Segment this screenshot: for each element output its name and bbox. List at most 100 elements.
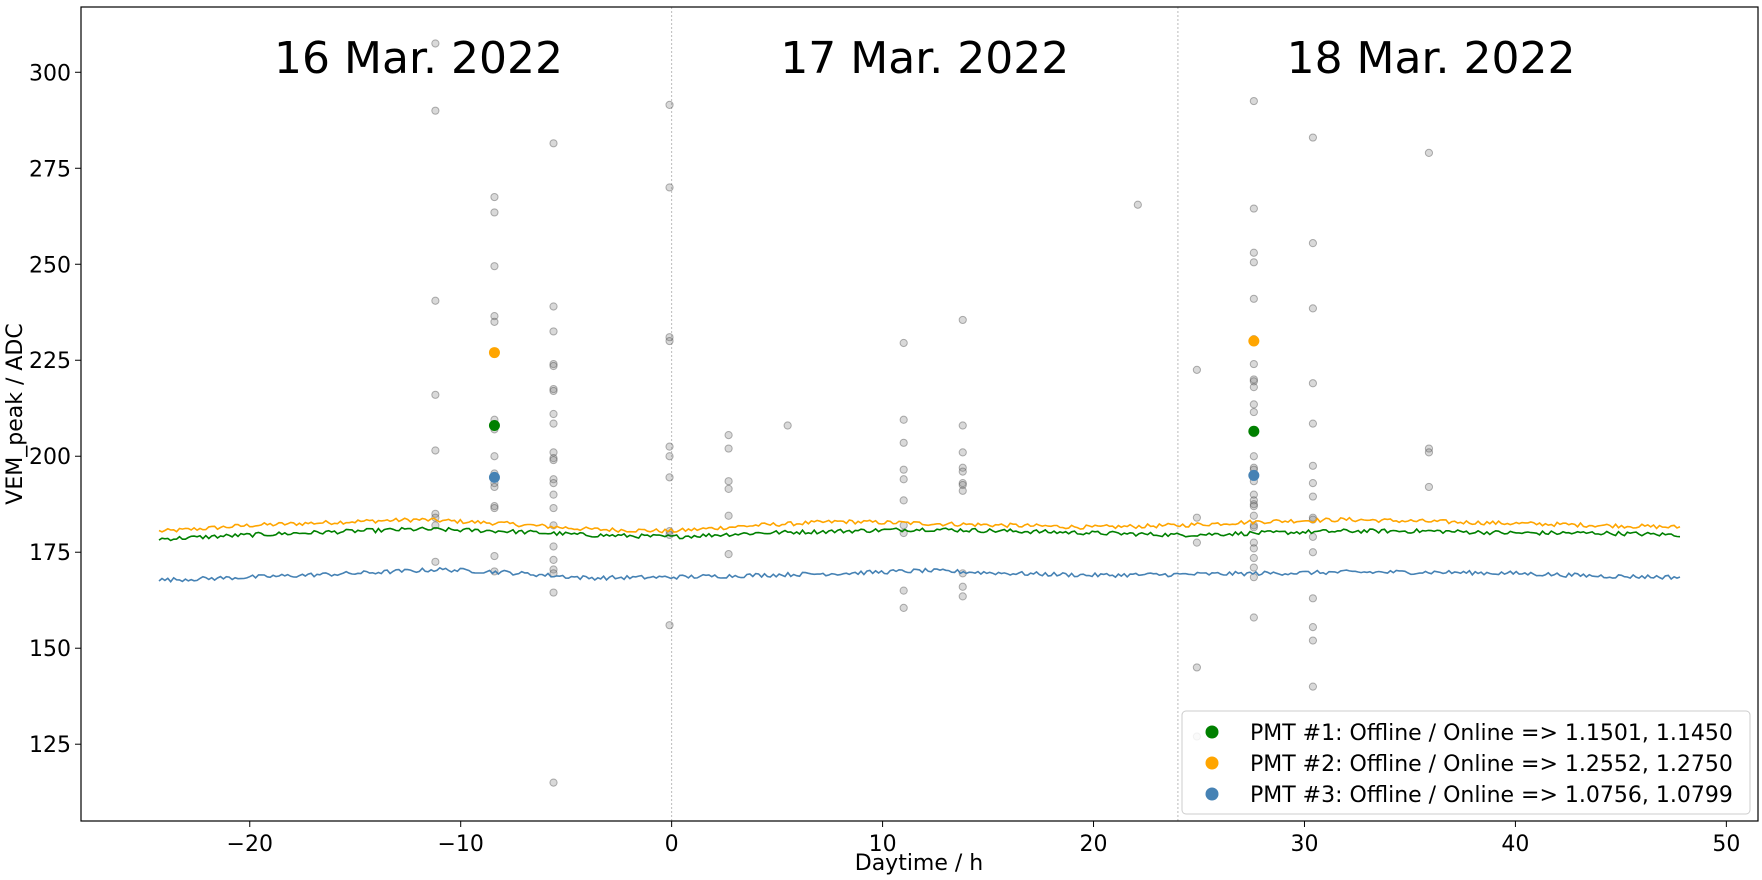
- grey-data-point: [1308, 379, 1318, 388]
- grey-data-point: [1308, 548, 1318, 557]
- grey-data-point: [724, 484, 733, 493]
- grey-data-point: [1249, 96, 1258, 106]
- grey-data-point: [1249, 523, 1258, 532]
- grey-data-point: [958, 592, 967, 601]
- grey-data-point: [549, 565, 558, 574]
- grey-data-point: [490, 502, 499, 511]
- grey-data-point: [1192, 663, 1201, 672]
- grey-data-point: [431, 557, 440, 566]
- y-tick-label: 225: [29, 349, 71, 374]
- y-tick-label: 150: [29, 637, 71, 662]
- x-axis-ticks: −20 −10 0 10 20 30 40 50: [227, 821, 1740, 857]
- grey-data-point: [1249, 544, 1258, 553]
- grey-data-point: [549, 139, 558, 148]
- grey-data-point: [899, 338, 908, 348]
- legend-entry-label: PMT #2: Offline / Online => 1.2552, 1.27…: [1250, 752, 1733, 777]
- grey-data-point: [1249, 375, 1258, 384]
- grey-data-point: [665, 183, 674, 192]
- y-axis-label: VEM_peak / ADC: [3, 323, 28, 504]
- day-labels: 16 Mar. 2022 17 Mar. 2022 18 Mar. 2022: [274, 33, 1575, 84]
- highlight-data-point: [1248, 335, 1260, 347]
- highlight-data-point: [1248, 469, 1260, 481]
- grey-data-point: [549, 386, 558, 396]
- grey-data-point: [1249, 452, 1258, 461]
- grey-data-point: [1308, 513, 1318, 522]
- grey-data-point: [958, 480, 967, 490]
- grey-data-point: [958, 315, 967, 325]
- grey-data-point: [1249, 377, 1258, 386]
- grey-data-point: [724, 477, 733, 486]
- grey-data-point: [665, 336, 674, 346]
- y-tick-label: 250: [29, 253, 71, 278]
- grey-data-point: [1192, 365, 1201, 374]
- grey-data-point: [549, 302, 558, 311]
- grey-data-point: [549, 384, 558, 394]
- grey-data-point: [1308, 492, 1318, 501]
- y-tick-label: 300: [29, 61, 71, 86]
- x-tick-label: 50: [1712, 832, 1740, 857]
- grey-data-point: [1133, 200, 1142, 209]
- pmt-time-series: [158, 516, 1681, 583]
- grey-data-point: [431, 106, 440, 115]
- grey-data-point: [958, 421, 967, 430]
- grey-data-point: [1424, 448, 1434, 457]
- grey-data-point: [1308, 461, 1318, 470]
- highlight-points: [488, 335, 1260, 483]
- grey-data-point: [958, 463, 967, 472]
- day-label: 17 Mar. 2022: [780, 33, 1069, 84]
- x-tick-label: 20: [1080, 832, 1108, 857]
- grey-data-point: [490, 317, 499, 326]
- grey-data-point: [549, 542, 558, 551]
- grey-data-point: [958, 486, 967, 495]
- grey-data-point: [1249, 248, 1258, 257]
- grey-data-point: [1249, 538, 1258, 547]
- grey-data-point: [1192, 538, 1201, 547]
- grey-data-point: [549, 419, 558, 428]
- grey-data-point: [1192, 513, 1201, 522]
- grey-data-point: [1249, 496, 1258, 505]
- grey-data-point: [431, 39, 440, 48]
- grey-data-point: [431, 390, 440, 399]
- grey-data-point: [549, 479, 558, 488]
- day-label: 16 Mar. 2022: [274, 33, 563, 84]
- grey-data-point: [1249, 553, 1258, 563]
- grey-data-point: [1308, 682, 1318, 691]
- grey-data-point: [549, 455, 558, 465]
- grey-data-point: [1249, 500, 1258, 509]
- grey-data-point: [549, 359, 558, 369]
- grey-data-point: [1424, 444, 1434, 453]
- grey-data-point: [958, 582, 967, 591]
- grey-data-point: [1249, 490, 1258, 499]
- grey-data-point: [724, 444, 733, 453]
- grey-data-point: [1424, 148, 1434, 158]
- grey-data-point: [899, 475, 908, 484]
- grey-data-point: [1308, 594, 1318, 603]
- grey-data-point: [1308, 133, 1318, 142]
- grey-data-point: [1308, 636, 1318, 645]
- grey-data-point: [1249, 258, 1258, 267]
- legend-entry-label: PMT #3: Offline / Online => 1.0756, 1.07…: [1250, 783, 1733, 808]
- grey-data-point: [1308, 622, 1318, 632]
- x-tick-label: 30: [1290, 832, 1318, 857]
- grey-data-point: [724, 550, 733, 559]
- legend-box: [1181, 710, 1751, 815]
- pmt-2-series-line: [158, 526, 1681, 542]
- grey-data-point: [549, 778, 558, 787]
- day-label: 18 Mar. 2022: [1287, 33, 1576, 84]
- grey-data-point: [665, 452, 674, 461]
- grey-data-point: [899, 496, 908, 505]
- plot-frame: [80, 6, 1759, 822]
- grey-data-point: [431, 513, 440, 522]
- y-axis-ticks: 125 150 175 200 225 250 275 300: [29, 61, 81, 758]
- grey-data-point: [1249, 613, 1258, 622]
- x-tick-label: −10: [437, 832, 483, 857]
- grey-data-point: [1249, 407, 1258, 417]
- grey-data-point: [490, 311, 499, 321]
- grey-data-point: [549, 475, 558, 484]
- grey-data-point: [431, 296, 440, 305]
- grey-data-point: [549, 409, 558, 419]
- x-axis-label: Daytime / h: [855, 851, 984, 876]
- grey-data-point: [1424, 482, 1434, 492]
- grey-data-point: [899, 465, 908, 474]
